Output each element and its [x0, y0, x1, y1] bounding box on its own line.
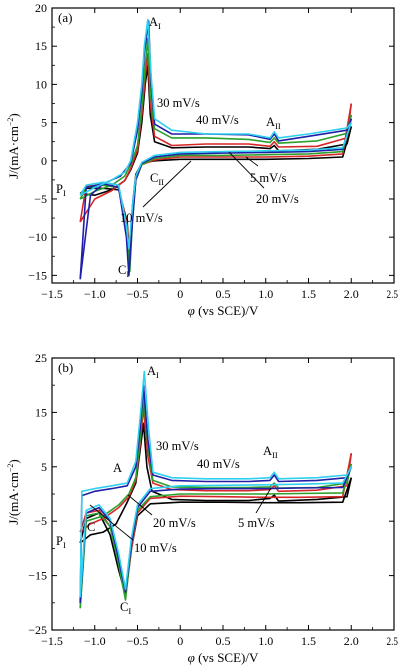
- y-axis-title: J/(mA·cm−2): [6, 113, 21, 179]
- annotation-leader: [89, 504, 134, 541]
- x-tick-label: 1.0: [258, 634, 273, 648]
- annotation-leader: [228, 151, 265, 189]
- annotation-leader: [245, 156, 259, 167]
- x-tick-label: 2.5: [387, 635, 398, 648]
- y-tick-label: −10: [28, 230, 47, 244]
- x-tick-label: 2.0: [344, 287, 359, 301]
- x-tick-label: 0.5: [216, 634, 231, 648]
- panel-label: (b): [58, 360, 73, 375]
- curve-annotation: 10 mV/s: [120, 211, 163, 225]
- y-tick-label: 25: [35, 351, 47, 365]
- cv-curve-5-forward: [79, 18, 352, 196]
- y-tick-label: 5: [41, 116, 47, 130]
- curve-annotation: 30 mV/s: [156, 439, 199, 453]
- y-tick-label: −15: [28, 268, 47, 282]
- annotation-leader: [142, 160, 192, 208]
- curve-annotation: AII: [263, 444, 278, 460]
- panel-label: (a): [58, 10, 72, 25]
- annotation-leader: [127, 494, 153, 516]
- y-tick-label: −5: [34, 514, 47, 528]
- x-tick-label: −1.5: [41, 634, 63, 648]
- x-tick-label: −0.5: [127, 287, 149, 301]
- curve-annotation: 20 mV/s: [153, 516, 196, 530]
- x-tick-label: 0: [177, 287, 183, 301]
- curve-annotation: 5 mV/s: [238, 516, 275, 530]
- curve-annotation: CI: [120, 600, 131, 616]
- cv-curve-2-forward: [79, 53, 353, 223]
- x-tick-label: −1.0: [84, 287, 106, 301]
- cv-curve-5-reverse: [79, 122, 353, 250]
- cv-curve-5-reverse: [79, 466, 353, 598]
- curve-annotation: 40 mV/s: [196, 113, 239, 127]
- y-tick-label: 0: [41, 154, 47, 168]
- curve-annotation: 40 mV/s: [197, 457, 240, 471]
- y-tick-label: −15: [28, 569, 47, 583]
- y-tick-label: 15: [35, 39, 47, 53]
- curve-annotation: C: [87, 520, 95, 534]
- x-axis-title: φ (vs SCE)/V: [188, 303, 259, 318]
- y-tick-label: 10: [35, 77, 47, 91]
- x-tick-label: −1.0: [84, 634, 106, 648]
- x-tick-label: 2.5: [387, 288, 398, 301]
- chart-panel-1: −1.5 −1.0 −0.5 0 0.5 1.0 1.5 2.0 2.5 −15 −10 −5 0 5 10…: [6, 1, 398, 318]
- curve-annotation: CI: [118, 263, 129, 279]
- x-axis-title: φ (vs SCE)/V: [188, 650, 259, 665]
- curve-annotation: 10 mV/s: [134, 541, 177, 555]
- x-tick-label: 1.5: [301, 287, 316, 301]
- cv-curve-3-forward: [79, 37, 353, 200]
- curve-annotation: AI: [147, 364, 159, 380]
- x-tick-label: 1.0: [258, 287, 273, 301]
- cv-curve-2-forward: [79, 406, 353, 533]
- y-axis-title: J/(mA·cm−2): [6, 459, 21, 525]
- curve-annotation: A: [113, 461, 122, 475]
- y-tick-label: 20: [35, 1, 47, 15]
- x-tick-label: 0: [177, 634, 183, 648]
- curve-annotation: 30 mV/s: [157, 96, 200, 110]
- curve-annotation: AI: [149, 15, 161, 31]
- curve-annotation: 20 mV/s: [256, 192, 299, 206]
- y-tick-label: −25: [28, 623, 47, 637]
- cv-curve-5-forward: [79, 370, 353, 598]
- curve-annotation: PI: [56, 182, 66, 198]
- y-tick-label: 5: [41, 460, 47, 474]
- curve-annotation: AII: [266, 115, 281, 131]
- cv-curve-4-reverse: [79, 118, 353, 280]
- curve-annotation: 5 mV/s: [250, 171, 287, 185]
- curve-annotation: PI: [56, 534, 66, 550]
- x-tick-label: −1.5: [41, 287, 63, 301]
- annotation-leader: [255, 487, 272, 514]
- cv-curve-4-forward: [79, 384, 353, 603]
- x-tick-label: −0.5: [127, 634, 149, 648]
- curve-annotation: CII: [150, 171, 164, 187]
- y-tick-label: 15: [35, 405, 47, 419]
- x-tick-label: 0.5: [216, 287, 231, 301]
- x-tick-label: 1.5: [301, 634, 316, 648]
- y-tick-label: −5: [34, 192, 47, 206]
- x-tick-label: 2.0: [344, 634, 359, 648]
- chart-panel-2: −1.5 −1.0 −0.5 0 0.5 1.0 1.5 2.0 2.5 −25 −15 −5 5 15 2…: [6, 351, 398, 665]
